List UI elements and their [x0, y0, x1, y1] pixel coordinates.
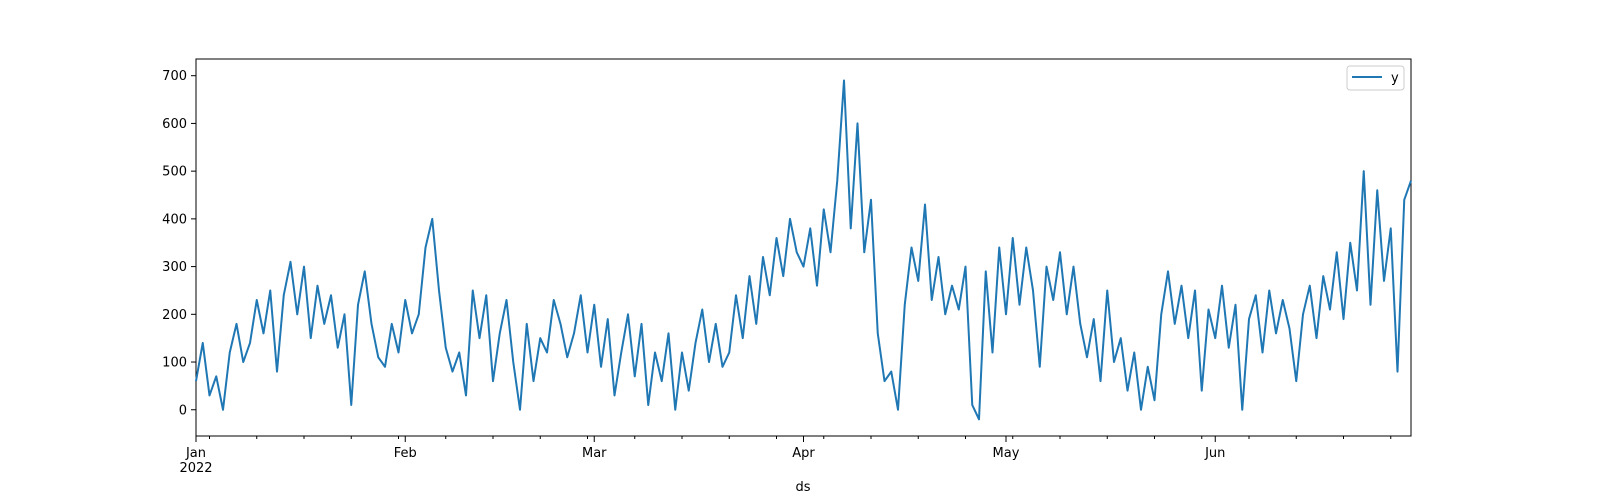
y-tick-label: 600 [162, 117, 187, 132]
y-tick-label: 100 [162, 356, 187, 371]
y-tick-label: 200 [162, 308, 187, 323]
x-tick-label: May [993, 446, 1020, 461]
y-tick-label: 700 [162, 69, 187, 84]
x-tick-label: Jan [185, 446, 206, 461]
y-tick-label: 0 [179, 403, 187, 418]
x-tick-sublabel: 2022 [179, 461, 212, 476]
y-tick-label: 400 [162, 212, 187, 227]
y-tick-label: 300 [162, 260, 187, 275]
x-axis-label: ds [795, 480, 810, 495]
x-tick-label: Apr [792, 446, 815, 461]
x-tick-label: Feb [394, 446, 417, 461]
y-axis: 0 100 200 300 400 500 600 700 [162, 69, 196, 418]
x-tick-label: Mar [582, 446, 607, 461]
x-tick-label: Jun [1204, 446, 1225, 461]
legend-label-y: y [1391, 71, 1399, 86]
y-tick-label: 500 [162, 165, 187, 180]
series-y-line [195, 79, 1412, 421]
legend: y [1346, 65, 1405, 91]
